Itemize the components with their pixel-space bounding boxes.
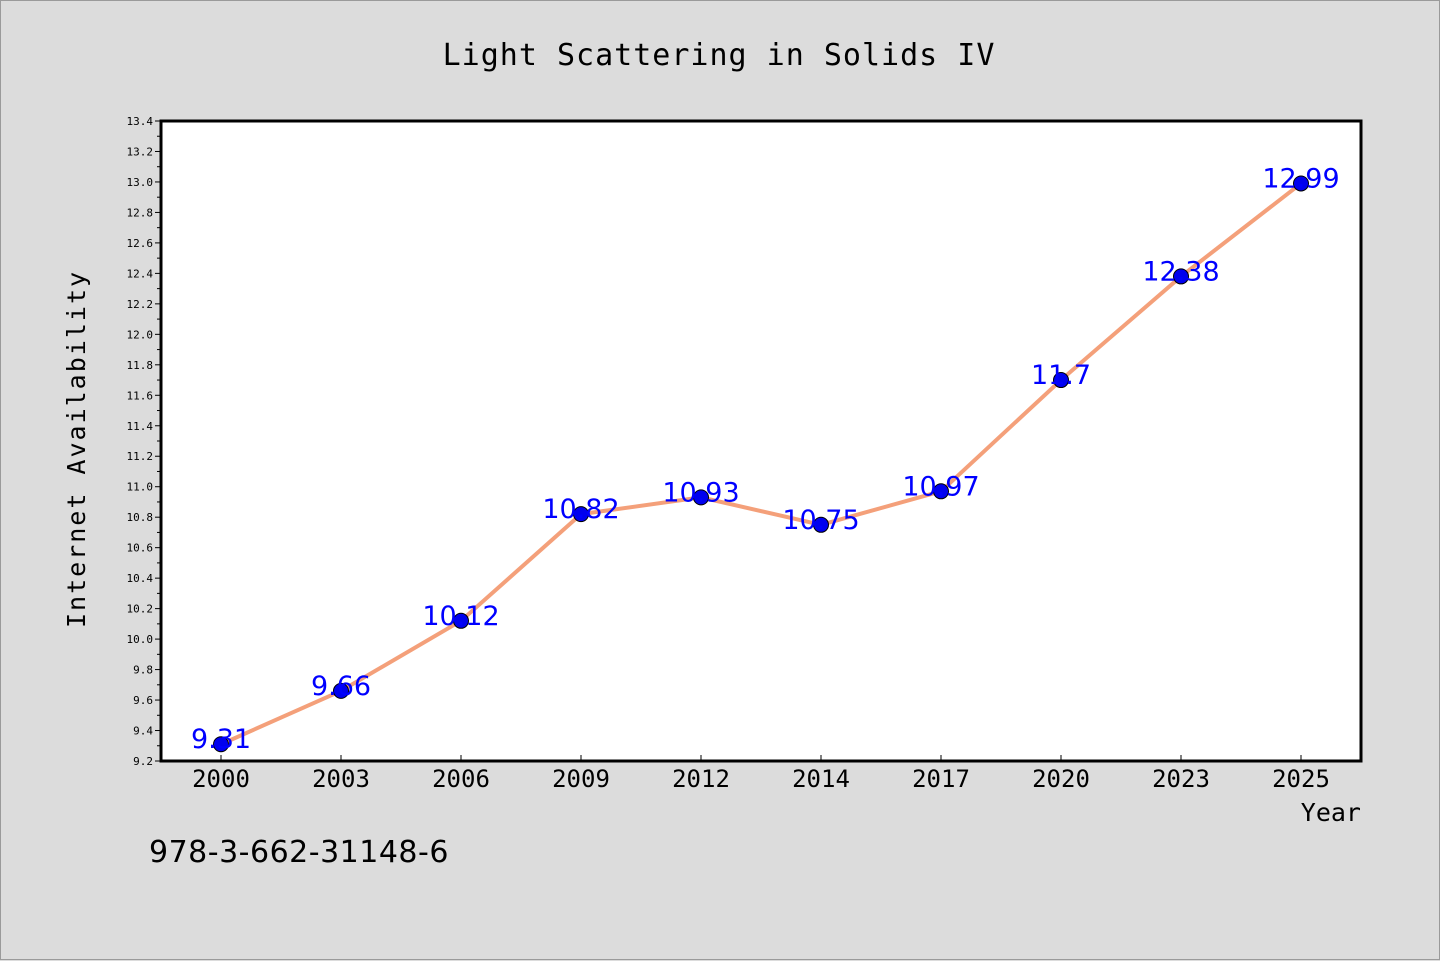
y-tick-label: 12.2 [127, 298, 154, 311]
y-tick-label: 11.0 [127, 481, 154, 494]
y-axis: 9.2 9.4 9.6 9.8 10.0 10.2 10.4 10.6 10.8 11.0 11.2… [127, 115, 161, 768]
isbn-text: 978-3-662-31148-6 [149, 835, 449, 870]
series [213, 175, 1309, 753]
data-label: 12.38 [1142, 256, 1219, 287]
data-point [453, 612, 469, 629]
y-tick-label: 11.2 [127, 450, 154, 463]
y-tick-label: 11.8 [127, 359, 154, 372]
y-tick-label: 12.0 [127, 328, 154, 341]
y-tick-label: 10.0 [127, 633, 154, 646]
x-tick-label: 2025 [1272, 765, 1330, 793]
y-tick-label: 9.4 [133, 725, 153, 738]
y-tick-label: 13.2 [127, 145, 154, 158]
data-label: 10.93 [662, 477, 739, 508]
y-tick-label: 10.4 [127, 572, 154, 585]
y-axis-label: Internet Availability [62, 270, 91, 628]
data-point [1053, 372, 1069, 389]
y-tick-label: 13.4 [127, 115, 154, 128]
y-tick-label: 11.4 [127, 420, 154, 433]
x-tick-label: 2017 [912, 765, 970, 793]
y-tick-label: 12.4 [127, 267, 154, 280]
data-point [933, 483, 949, 500]
x-tick-label: 2023 [1152, 765, 1210, 793]
y-tick-label: 13.0 [127, 176, 154, 189]
data-label: 9.31 [191, 724, 251, 755]
x-tick-label: 2006 [432, 765, 490, 793]
x-axis-label: Year [1301, 798, 1361, 827]
y-tick-label: 12.8 [127, 206, 154, 219]
data-point [813, 516, 829, 533]
series-line [220, 181, 1303, 747]
data-point [1173, 268, 1189, 285]
data-label: 10.12 [422, 601, 499, 632]
x-tick-label: 2000 [192, 765, 250, 793]
y-tick-label: 12.6 [127, 237, 154, 250]
y-tick-label: 10.6 [127, 542, 154, 555]
data-label: 10.75 [782, 505, 859, 536]
x-tick-label: 2014 [792, 765, 850, 793]
y-tick-label: 10.2 [127, 603, 154, 616]
data-point [693, 489, 709, 506]
data-label: 12.99 [1262, 163, 1339, 194]
x-tick-label: 2012 [672, 765, 730, 793]
plot-area [159, 119, 1363, 763]
y-tick-label: 11.6 [127, 389, 154, 402]
x-tick-label: 2009 [552, 765, 610, 793]
x-axis: 2000 2003 2006 2009 2012 2014 2017 2020 2023 2025 [192, 755, 1330, 793]
data-label: 9.66 [311, 671, 371, 702]
x-tick-label: 2003 [312, 765, 370, 793]
data-label: 10.97 [902, 471, 979, 502]
y-tick-label: 9.2 [133, 755, 153, 768]
y-tick-label: 10.8 [127, 511, 154, 524]
data-point [1293, 175, 1309, 192]
data-label: 10.82 [542, 494, 619, 525]
x-tick-label: 2020 [1032, 765, 1090, 793]
data-point [333, 682, 349, 699]
chart-title: Light Scattering in Solids IV [443, 38, 996, 73]
data-point [213, 736, 229, 753]
y-tick-label: 9.8 [133, 664, 153, 677]
data-point [573, 506, 589, 523]
data-label: 11.7 [1031, 360, 1091, 391]
data-labels: 9.31 9.66 10.12 10.82 10.93 10.75 10.97 11.7 12.… [191, 163, 1340, 755]
y-tick-label: 9.6 [133, 694, 153, 707]
